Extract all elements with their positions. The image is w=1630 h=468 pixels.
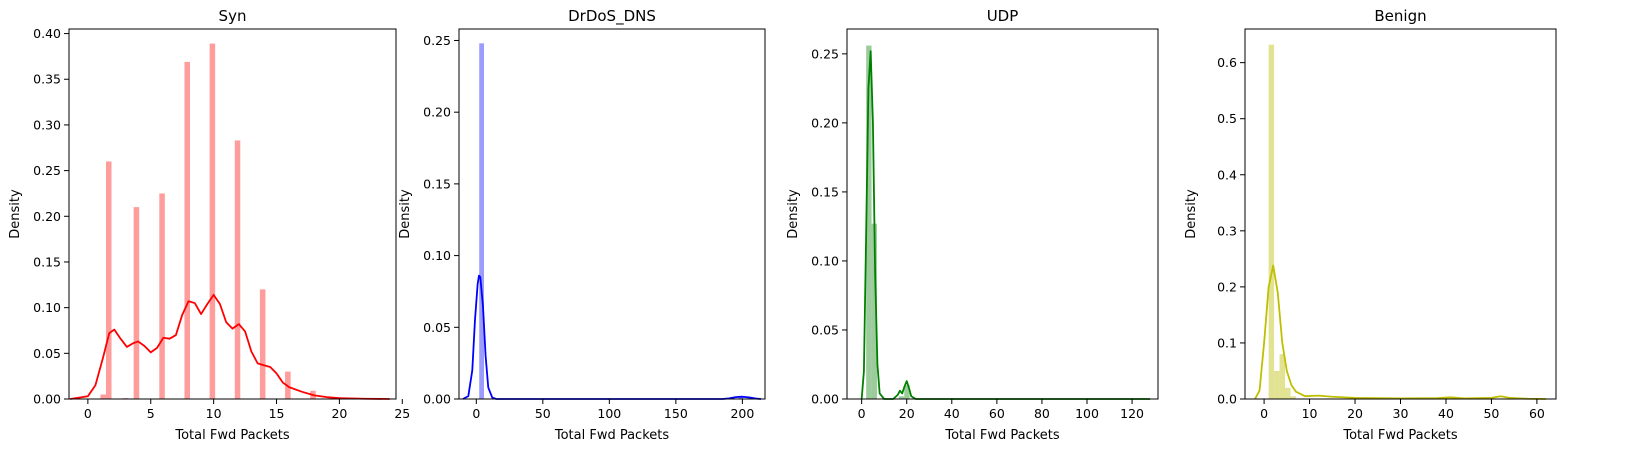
y-tick-label: 0.15	[33, 254, 61, 269]
y-tick-label: 0.00	[423, 392, 451, 407]
hist-bar	[1268, 44, 1275, 400]
y-tick-label: 0.30	[33, 117, 61, 132]
hist-bar	[159, 193, 165, 399]
y-axis-label: Density	[1184, 189, 1199, 239]
kde-line	[462, 274, 762, 400]
x-tick-label: 20	[331, 406, 347, 421]
y-tick-label: 0.20	[423, 105, 451, 120]
subplot-2: 0 20 40 60 80 100 120 0.00 0.05 0.10 0.15 0.20 0.25 U…	[786, 7, 1159, 443]
axes-frame	[458, 28, 766, 400]
x-tick-label: 15	[269, 406, 285, 421]
hist-bar	[1285, 387, 1291, 399]
kde-line	[860, 50, 1151, 400]
hist-bar	[904, 385, 910, 399]
x-tick-label: 0	[858, 406, 866, 421]
y-tick-label: 0.0	[1217, 392, 1237, 407]
y-tick-label: 0.2	[1217, 279, 1237, 294]
y-tick-label: 0.10	[33, 300, 61, 315]
y-tick-label: 0.4	[1217, 167, 1237, 182]
axes-frame	[846, 28, 1159, 400]
y-tick-label: 0.35	[33, 72, 61, 87]
subplot-3: 0 10 20 30 40 50 60 0.0 0.1 0.2 0.3 0.4 0.5 0.6 Benign…	[1184, 7, 1557, 443]
y-tick-label: 0.00	[811, 392, 839, 407]
x-tick-label: 10	[1302, 406, 1318, 421]
x-tick-label: 50	[1483, 406, 1499, 421]
x-tick-label: 20	[899, 406, 915, 421]
x-tick-label: 100	[1075, 406, 1099, 421]
kde-line	[70, 293, 390, 400]
x-tick-label: 40	[944, 406, 960, 421]
x-axis-label: Total Fwd Packets	[1342, 428, 1458, 443]
y-tick-label: 0.25	[811, 46, 839, 61]
x-tick-label: 40	[1438, 406, 1454, 421]
x-tick-label: 20	[1347, 406, 1363, 421]
y-tick-label: 0.6	[1217, 55, 1237, 70]
y-tick-label: 0.40	[33, 26, 61, 41]
x-tick-label: 5	[147, 406, 155, 421]
y-tick-label: 0.1	[1217, 335, 1237, 350]
x-tick-label: 80	[1034, 406, 1050, 421]
axes-frame	[68, 28, 397, 400]
hist-bar	[1290, 396, 1296, 399]
y-tick-label: 0.05	[33, 346, 61, 361]
y-tick-label: 0.3	[1217, 223, 1237, 238]
hist-bar	[100, 394, 106, 399]
x-tick-label: 120	[1120, 406, 1144, 421]
chart-title: DrDoS_DNS	[568, 7, 656, 26]
y-tick-label: 0.15	[811, 184, 839, 199]
y-axis-label: Density	[786, 189, 801, 239]
x-tick-label: 60	[989, 406, 1005, 421]
subplot-1: 0 50 100 150 200 0.00 0.05 0.10 0.15 0.20 0.25 DrDo…	[398, 7, 766, 443]
chart-title: UDP	[987, 7, 1019, 25]
x-tick-label: 100	[597, 406, 621, 421]
x-tick-label: 150	[664, 406, 688, 421]
subplot-0: 0 5 10 15 20 25 0.00 0.05 0.10 0.15 0.20 0.25 0.30 0.…	[8, 7, 410, 443]
y-tick-label: 0.20	[811, 115, 839, 130]
x-axis-label: Total Fwd Packets	[174, 428, 290, 443]
hist-bar	[1274, 370, 1280, 399]
hist-bar	[1279, 354, 1286, 399]
hist-bar	[105, 161, 112, 399]
y-tick-label: 0.10	[423, 248, 451, 263]
x-tick-label: 60	[1529, 406, 1545, 421]
y-tick-label: 0.00	[33, 392, 61, 407]
y-tick-label: 0.10	[811, 253, 839, 268]
chart-title: Benign	[1374, 7, 1426, 25]
hist-bar	[184, 61, 190, 400]
x-tick-label: 30	[1393, 406, 1409, 421]
kde-line	[1254, 264, 1547, 400]
x-tick-label: 200	[730, 406, 754, 421]
y-tick-label: 0.05	[811, 322, 839, 337]
y-tick-label: 0.25	[423, 33, 451, 48]
y-tick-label: 0.15	[423, 176, 451, 191]
y-tick-label: 0.25	[33, 163, 61, 178]
y-axis-label: Density	[8, 189, 23, 239]
x-tick-label: 50	[535, 406, 551, 421]
y-tick-label: 0.20	[33, 209, 61, 224]
hist-bar	[871, 223, 877, 399]
hist-bar	[209, 43, 216, 400]
hist-bar	[234, 140, 241, 399]
x-tick-label: 0	[472, 406, 480, 421]
chart-title: Syn	[219, 7, 247, 25]
hist-bar	[259, 289, 266, 399]
x-tick-label: 25	[394, 406, 410, 421]
y-axis-label: Density	[398, 189, 413, 239]
hist-bar	[479, 43, 485, 399]
hist-bar	[866, 45, 872, 399]
x-tick-label: 0	[1260, 406, 1268, 421]
x-axis-label: Total Fwd Packets	[554, 428, 670, 443]
x-tick-label: 0	[84, 406, 92, 421]
y-tick-label: 0.5	[1217, 111, 1237, 126]
y-tick-label: 0.05	[423, 320, 451, 335]
axes-frame	[1244, 28, 1557, 400]
x-axis-label: Total Fwd Packets	[944, 428, 1060, 443]
x-tick-label: 10	[206, 406, 222, 421]
hist-bar	[133, 207, 140, 399]
hist-bar	[898, 396, 905, 399]
